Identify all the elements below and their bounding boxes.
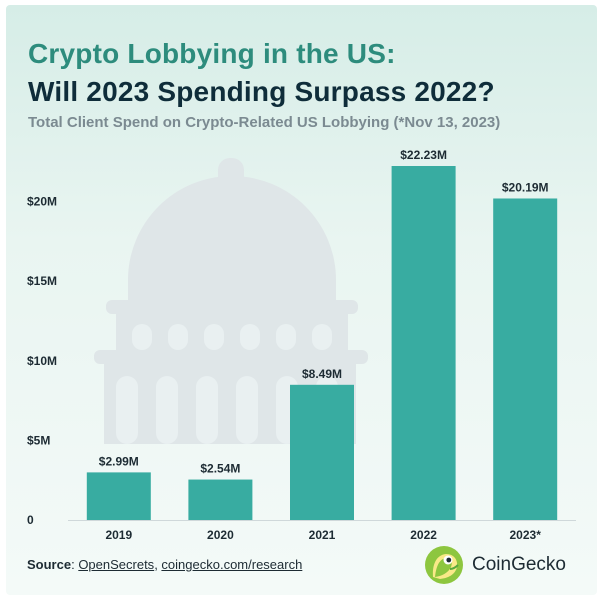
source-footer: Source: OpenSecrets, coingecko.com/resea… bbox=[27, 557, 302, 572]
data-label: $8.49M bbox=[302, 367, 342, 381]
x-tick-label: 2022 bbox=[410, 528, 437, 542]
source-separator: : bbox=[71, 557, 79, 572]
y-tick-label: $5M bbox=[27, 433, 50, 447]
data-label: $22.23M bbox=[400, 148, 447, 162]
data-label: $20.19M bbox=[502, 180, 549, 194]
bar-2022 bbox=[391, 166, 456, 520]
coingecko-brand: CoinGecko bbox=[424, 545, 566, 585]
bar-2023 bbox=[493, 198, 558, 520]
x-tick-label: 2019 bbox=[105, 528, 132, 542]
chart-title-line2: Will 2023 Spending Surpass 2022? bbox=[28, 76, 495, 107]
x-tick-label: 2020 bbox=[207, 528, 234, 542]
x-tick-label: 2021 bbox=[309, 528, 336, 542]
source-label: Source bbox=[27, 557, 72, 572]
y-tick-label: $20M bbox=[27, 195, 57, 209]
chart-subtitle: Total Client Spend on Crypto-Related US … bbox=[28, 114, 501, 131]
x-tick-label: 2023* bbox=[510, 528, 542, 542]
opensecrets-link[interactable]: OpenSecrets bbox=[78, 557, 155, 572]
coingecko-research-link[interactable]: coingecko.com/research bbox=[161, 557, 303, 572]
source-comma: , bbox=[154, 557, 162, 572]
y-tick-label: 0 bbox=[27, 513, 34, 527]
bar-2020 bbox=[188, 479, 253, 520]
bar-2021 bbox=[290, 384, 354, 520]
chart-title-line1: Crypto Lobbying in the US: bbox=[28, 38, 396, 69]
brand-name: CoinGecko bbox=[472, 554, 566, 575]
bar-2019 bbox=[86, 472, 151, 520]
y-tick-label: $15M bbox=[27, 274, 57, 288]
coingecko-logo-icon bbox=[425, 546, 463, 584]
data-label: $2.99M bbox=[99, 454, 139, 468]
y-tick-label: $10M bbox=[27, 354, 57, 368]
data-label: $2.54M bbox=[200, 462, 240, 476]
